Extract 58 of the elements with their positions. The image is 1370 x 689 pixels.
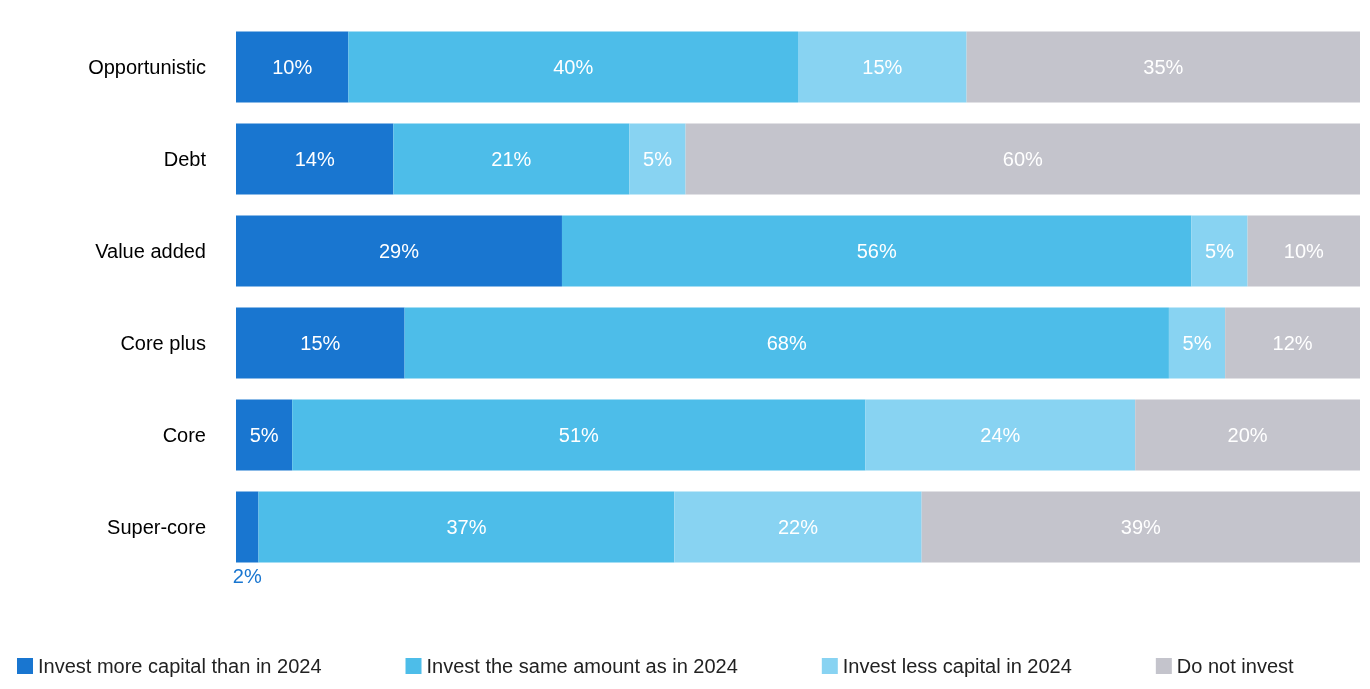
data-label: 10% [272, 56, 313, 78]
data-label: 5% [1205, 240, 1235, 262]
data-label: 24% [980, 424, 1021, 446]
bar [865, 399, 1136, 471]
y-tick-label: Opportunistic [88, 56, 206, 78]
y-tick-label: Super-core [107, 516, 206, 538]
data-label: 40% [553, 56, 594, 78]
data-label: 15% [862, 56, 903, 78]
data-label: 5% [1182, 332, 1212, 354]
bar [292, 399, 866, 471]
bar [258, 491, 675, 563]
bar [966, 31, 1360, 103]
bar [561, 215, 1192, 287]
bar [798, 31, 967, 103]
data-label: 22% [777, 516, 819, 538]
legend-label: Invest less capital in 2024 [842, 655, 1072, 677]
y-tick-label: Value added [95, 240, 206, 262]
data-label: 51% [558, 424, 600, 446]
bar [236, 491, 259, 563]
data-label: 21% [491, 148, 532, 170]
data-label: 5% [643, 148, 673, 170]
bar [404, 307, 1169, 379]
data-label: 68% [766, 332, 807, 354]
bar [236, 31, 349, 103]
data-label: 60% [1002, 148, 1044, 170]
bar [1135, 399, 1360, 471]
data-label: 5% [249, 424, 279, 446]
bar [685, 123, 1360, 195]
bar [629, 123, 686, 195]
y-tick-label: Core [162, 424, 206, 446]
bar [236, 123, 394, 195]
bar [236, 399, 293, 471]
bar [1247, 215, 1360, 287]
data-label: 12% [1272, 332, 1313, 354]
data-label: 10% [1283, 240, 1325, 262]
y-tick-label: Core plus [120, 332, 206, 354]
bar [236, 215, 562, 287]
bar [674, 491, 922, 563]
legend-label: Do not invest [1176, 655, 1294, 677]
bar [1168, 307, 1226, 379]
legend-label: Invest the same amount as in 2024 [426, 655, 738, 677]
bar [921, 491, 1360, 563]
data-label: 37% [446, 516, 487, 538]
bar [393, 123, 630, 195]
data-label: 39% [1120, 516, 1162, 538]
bar [1191, 215, 1248, 287]
data-label: 29% [378, 240, 420, 262]
data-label: 2% [232, 565, 262, 588]
data-label: 56% [856, 240, 897, 262]
data-label: 14% [294, 148, 335, 170]
data-label: 35% [1143, 56, 1184, 78]
bar [1225, 307, 1360, 379]
y-tick-label: Debt [163, 148, 207, 170]
data-label: 20% [1227, 424, 1268, 446]
data-label: 15% [300, 332, 341, 354]
bar [348, 31, 798, 103]
bar [236, 307, 405, 379]
legend-label: Invest more capital than in 2024 [38, 655, 322, 677]
